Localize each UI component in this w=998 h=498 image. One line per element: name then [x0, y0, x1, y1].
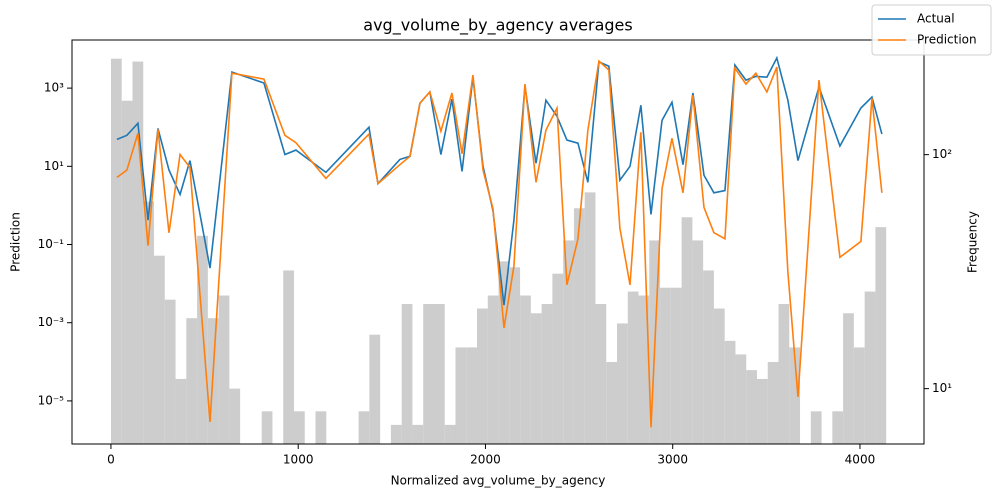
histogram-bar — [121, 100, 133, 445]
histogram-bar — [390, 424, 402, 444]
histogram-bar — [283, 270, 294, 444]
legend-box — [871, 4, 992, 56]
histogram-bar — [520, 295, 531, 444]
histogram-bar — [433, 304, 445, 444]
histogram-bar — [627, 291, 639, 444]
histogram-bar — [606, 361, 617, 444]
histogram-bar — [229, 388, 241, 444]
y2-axis-label: Frequency — [966, 211, 980, 273]
x-tick-label: 0 — [107, 453, 115, 467]
histogram-bar — [261, 411, 273, 444]
histogram-bar — [767, 361, 779, 444]
histogram-bar — [218, 295, 230, 444]
histogram-bar — [498, 261, 510, 444]
histogram-bar — [186, 318, 198, 444]
histogram-bar — [197, 235, 208, 444]
histogram-bar — [703, 270, 714, 444]
histogram-bar — [670, 287, 682, 444]
x-tick-label: 1000 — [283, 453, 314, 467]
histogram-bar — [843, 313, 854, 444]
histogram-bar — [616, 323, 628, 444]
histogram-bar — [681, 217, 693, 444]
x-tick-label: 4000 — [845, 453, 876, 467]
histogram-bar — [584, 192, 596, 444]
histogram-bar — [444, 424, 456, 444]
histogram-bar — [735, 354, 747, 444]
line-series — [116, 59, 883, 428]
legend-label: Prediction — [917, 33, 977, 47]
y-tick-label: 10⁻¹ — [38, 237, 65, 251]
plot-frame — [71, 39, 925, 445]
histogram-bar — [864, 291, 876, 444]
histogram-bar — [132, 61, 144, 444]
histogram-bar — [713, 308, 725, 444]
histogram-bar — [530, 313, 542, 444]
histogram-bar — [477, 308, 488, 444]
histogram-bar — [412, 424, 424, 444]
histogram-bar — [756, 378, 768, 444]
x-tick-label: 2000 — [470, 453, 501, 467]
histogram-bar — [724, 340, 736, 444]
histogram-bar — [293, 411, 305, 444]
histogram-bar — [175, 378, 187, 444]
y-tick-label: 10⁻³ — [38, 315, 65, 329]
histogram-bar — [660, 287, 671, 444]
y-tick-label: 10³ — [44, 81, 64, 95]
line-series — [116, 55, 883, 306]
histogram-bar — [853, 347, 865, 444]
histogram-bar — [573, 208, 585, 444]
y-tick-label: 10⁻⁵ — [38, 393, 65, 407]
histogram-bar — [110, 58, 122, 444]
histogram-bar — [746, 370, 757, 444]
histogram-bar — [541, 304, 553, 444]
histogram-bar — [164, 299, 176, 444]
histogram-bar — [455, 347, 467, 444]
y-tick-label: 10¹ — [44, 159, 64, 173]
chart-title: avg_volume_by_agency averages — [363, 16, 632, 36]
y2-tick-label: 10¹ — [932, 381, 952, 395]
x-tick-label: 3000 — [657, 453, 688, 467]
y-axis-label: Prediction — [9, 212, 23, 272]
histogram-bar — [401, 304, 413, 444]
histogram-bar — [778, 304, 790, 444]
histogram-bar — [595, 304, 607, 444]
histogram-bar — [143, 201, 155, 444]
histogram-bar — [875, 227, 887, 444]
histogram-bar — [369, 334, 381, 444]
histogram-bar — [423, 304, 434, 444]
histogram-bar — [466, 347, 478, 444]
legend-label: Actual — [917, 12, 955, 26]
y2-tick-label: 10² — [932, 147, 952, 161]
histogram-bar — [487, 295, 499, 444]
histogram-bar — [315, 411, 327, 444]
histogram-bar — [638, 295, 650, 444]
histogram-bar — [358, 411, 370, 444]
histogram-bar — [832, 411, 844, 444]
histogram-bar — [509, 267, 521, 444]
histogram-bar — [154, 255, 165, 444]
histogram-bar — [552, 273, 564, 444]
histogram-bar — [692, 240, 704, 444]
histogram-bar — [789, 347, 801, 444]
x-axis-label: Normalized avg_volume_by_agency — [391, 474, 606, 488]
histogram-bar — [563, 240, 574, 444]
histogram-bar — [810, 411, 822, 444]
